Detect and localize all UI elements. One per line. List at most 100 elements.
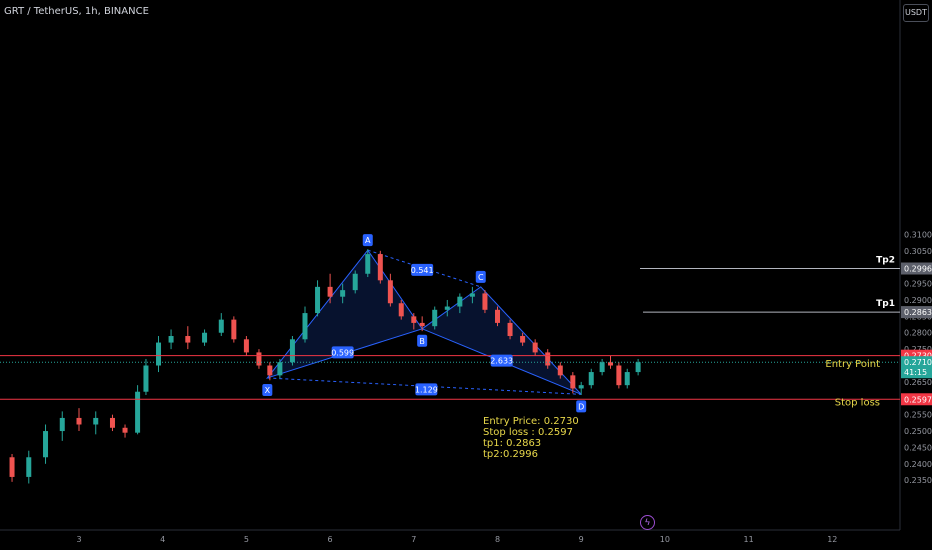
tp2-price-tag-label: 0.2996 [904, 265, 932, 274]
y-tick-label: 0.2500 [904, 427, 932, 436]
candle-body [315, 286, 321, 314]
candle-body [267, 365, 273, 376]
candle-body [365, 254, 371, 274]
candle-body [599, 362, 605, 373]
current-price-tag [901, 356, 932, 379]
tp1-label: Tp1 [876, 299, 895, 309]
point-label-d: D [578, 402, 584, 411]
ratio-box [331, 346, 354, 359]
candle-body [520, 336, 526, 343]
y-tick-label: 0.3050 [904, 247, 932, 256]
currency-button[interactable]: USDT [903, 4, 929, 22]
candle-body [156, 342, 162, 366]
candle-body [302, 313, 308, 340]
candle-body [9, 457, 15, 477]
candle-body [532, 342, 538, 353]
ratio-label: 0.599 [331, 348, 354, 357]
candle-body [495, 309, 500, 323]
candle-body [277, 362, 283, 376]
candle-body [327, 286, 333, 297]
symbol-title: GRT / TetherUS, 1h, BINANCE [4, 6, 149, 17]
y-tick-label: 0.2350 [904, 476, 932, 485]
candle-body [143, 365, 149, 392]
candle-body [43, 431, 49, 458]
point-box-d [576, 400, 587, 413]
tp2-label: Tp2 [876, 256, 895, 266]
point-box-b [417, 334, 428, 347]
candle-body [168, 336, 174, 343]
point-label-c: C [478, 273, 484, 282]
candle-body [256, 352, 262, 366]
candle-body [26, 457, 32, 477]
ratio-label: 0.541 [411, 266, 434, 275]
point-label-a: A [365, 236, 371, 245]
info-entry-price: Entry Price: 0.2730 [483, 416, 579, 427]
candle-body [352, 273, 358, 291]
ratio-line-ac [367, 249, 481, 288]
tp1-price-tag [901, 306, 932, 319]
countdown-label: 41:15 [904, 368, 927, 377]
y-tick-label: 0.3100 [904, 230, 932, 239]
trade-info-box: Entry Price: 0.2730 Stop loss : 0.2597 t… [483, 416, 579, 460]
candle-body [398, 303, 404, 317]
x-tick-label: 12 [827, 535, 837, 544]
tp1-price-tag-label: 0.2863 [904, 308, 932, 317]
candle-body [607, 362, 613, 366]
candle-body [419, 322, 425, 327]
candle-body [185, 336, 191, 343]
info-stop-loss: Stop loss : 0.2597 [483, 427, 573, 438]
candle-body [122, 427, 128, 433]
point-box-c [475, 270, 486, 283]
current-price-label: 0.2710 [904, 358, 932, 367]
lightning-icon[interactable]: ϟ [640, 515, 655, 530]
x-tick-label: 8 [495, 535, 500, 544]
candle-body [218, 319, 224, 333]
y-tick-label: 0.2750 [904, 345, 932, 354]
ratio-label: 2.633 [490, 357, 513, 366]
candle-body [202, 332, 208, 343]
x-tick-label: 10 [660, 535, 670, 544]
candle-body [588, 372, 594, 386]
x-tick-label: 9 [579, 535, 584, 544]
candle-body [635, 362, 641, 373]
y-tick-label: 0.2950 [904, 280, 932, 289]
candle-body [457, 296, 463, 307]
x-tick-label: 5 [244, 535, 249, 544]
stop-price-tag-label: 0.2597 [904, 395, 932, 404]
x-tick-label: 3 [76, 535, 81, 544]
ratio-box [411, 263, 434, 276]
candle-body [411, 316, 417, 323]
candle-body [76, 417, 82, 425]
point-box-x [262, 383, 273, 396]
candle-body [557, 365, 563, 376]
point-box-a [362, 234, 373, 247]
candle-body [243, 339, 249, 353]
candle-body [135, 391, 141, 433]
candle-body [340, 290, 346, 297]
annotation-label: Entry Point [825, 359, 880, 370]
stop-price-tag [901, 393, 932, 406]
candle-body [93, 417, 99, 425]
candle-body [616, 365, 622, 386]
candle-body [444, 306, 450, 310]
annotation-label: Stop loss [835, 398, 880, 409]
candle-body [387, 280, 393, 304]
x-tick-label: 7 [411, 535, 416, 544]
candle-body [469, 293, 475, 297]
y-tick-label: 0.2900 [904, 296, 932, 305]
info-tp1: tp1: 0.2863 [483, 438, 542, 449]
candle-body [59, 417, 65, 432]
candle-body [507, 322, 513, 337]
tp2-price-tag [901, 262, 932, 275]
candle-body [377, 254, 383, 281]
candle-body [545, 352, 551, 366]
point-label-x: X [265, 386, 271, 395]
entry-price-tag-label: 0.2730 [904, 352, 932, 361]
point-label-b: B [419, 337, 425, 346]
candle-body [109, 417, 115, 428]
ratio-label: 1.129 [415, 385, 438, 394]
y-tick-label: 0.2550 [904, 411, 932, 420]
ratio-box [415, 383, 438, 396]
